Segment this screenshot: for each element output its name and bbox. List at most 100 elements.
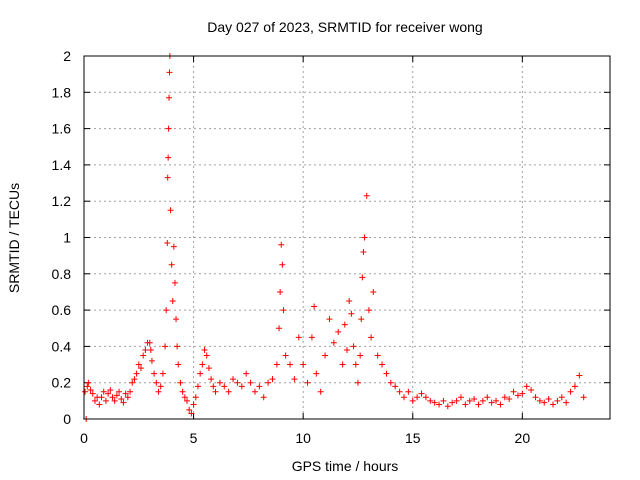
data-point [221, 383, 228, 390]
data-point [484, 394, 491, 401]
data-point [165, 154, 172, 161]
data-point [479, 397, 486, 404]
data-point [164, 174, 171, 181]
data-point [344, 347, 350, 354]
data-point [287, 361, 294, 368]
data-point [358, 316, 365, 323]
data-point [359, 274, 366, 281]
data-point [339, 361, 346, 368]
data-point [203, 352, 210, 359]
y-tick-label: 0.8 [52, 266, 72, 282]
data-point [238, 383, 245, 390]
data-point [225, 388, 232, 395]
y-tick-labels: 0 0.2 0.4 0.6 0.8 1 1.2 1.4 1.6 1.8 2 [52, 48, 72, 427]
data-point [440, 397, 447, 404]
data-point [168, 261, 175, 268]
data-point [431, 399, 438, 406]
data-point [444, 403, 451, 410]
data-point [163, 307, 170, 314]
y-tick-label: 1.6 [52, 121, 72, 137]
data-point [519, 390, 526, 397]
data-point [273, 361, 280, 368]
data-point [85, 379, 92, 386]
data-point [256, 383, 263, 390]
data-point [379, 361, 386, 368]
x-tick-label: 20 [515, 430, 531, 446]
data-point [181, 394, 188, 401]
data-point [576, 372, 583, 379]
data-point [129, 379, 136, 386]
data-point [545, 396, 552, 403]
data-point [82, 388, 89, 395]
data-point [124, 394, 131, 401]
data-point [201, 347, 208, 354]
axis-ticks [83, 55, 610, 420]
data-point [523, 383, 530, 390]
y-axis-title: SRMTID / TECUs [6, 183, 22, 293]
data-point [212, 388, 219, 395]
data-point [179, 388, 186, 395]
data-point [396, 388, 403, 395]
y-tick-label: 0 [63, 411, 71, 427]
data-point [422, 394, 429, 401]
data-point [84, 383, 91, 390]
y-tick-label: 1.2 [52, 193, 72, 209]
data-point [365, 307, 372, 314]
data-point [113, 392, 120, 399]
data-point [571, 383, 578, 390]
data-point [127, 388, 134, 395]
data-point [414, 394, 421, 401]
data-point [140, 352, 147, 359]
data-point [210, 383, 217, 390]
data-point [341, 321, 348, 328]
data-point [392, 383, 399, 390]
data-point [137, 365, 144, 372]
y-tick-label: 0.2 [52, 375, 72, 391]
data-point [400, 394, 407, 401]
grid-lines [84, 56, 610, 419]
y-tick-label: 2 [63, 48, 71, 64]
data-point [405, 388, 412, 395]
data-point [260, 394, 267, 401]
data-point [506, 396, 513, 403]
data-point [162, 343, 169, 350]
data-point [462, 401, 469, 408]
data-point [497, 401, 504, 408]
data-point [541, 399, 548, 406]
data-point [173, 316, 180, 323]
data-point [89, 390, 96, 397]
data-point [514, 392, 521, 399]
data-point [277, 288, 284, 295]
data-point [291, 376, 298, 383]
data-point [174, 343, 181, 350]
data-point [188, 410, 195, 417]
data-point [313, 370, 320, 377]
data-point [148, 357, 155, 364]
data-point [317, 388, 324, 395]
data-point [184, 397, 191, 404]
data-point [135, 361, 142, 368]
data-point [91, 397, 98, 404]
data-point [370, 288, 377, 295]
data-point [96, 401, 103, 408]
data-point [109, 394, 116, 401]
data-point [567, 388, 574, 395]
data-point [528, 386, 535, 393]
data-point [501, 394, 508, 401]
data-point [98, 394, 105, 401]
data-points [82, 53, 587, 422]
data-point [122, 390, 129, 397]
x-tick-labels: 0 5 10 15 20 [80, 430, 530, 446]
data-point [457, 394, 464, 401]
data-point [554, 397, 561, 404]
data-point [471, 396, 478, 403]
data-point [87, 386, 94, 393]
data-point [449, 399, 456, 406]
data-point [295, 334, 302, 341]
data-point [166, 69, 173, 76]
data-point [107, 386, 114, 393]
y-tick-label: 1 [63, 230, 71, 246]
data-point [169, 298, 176, 305]
data-point [230, 376, 237, 383]
